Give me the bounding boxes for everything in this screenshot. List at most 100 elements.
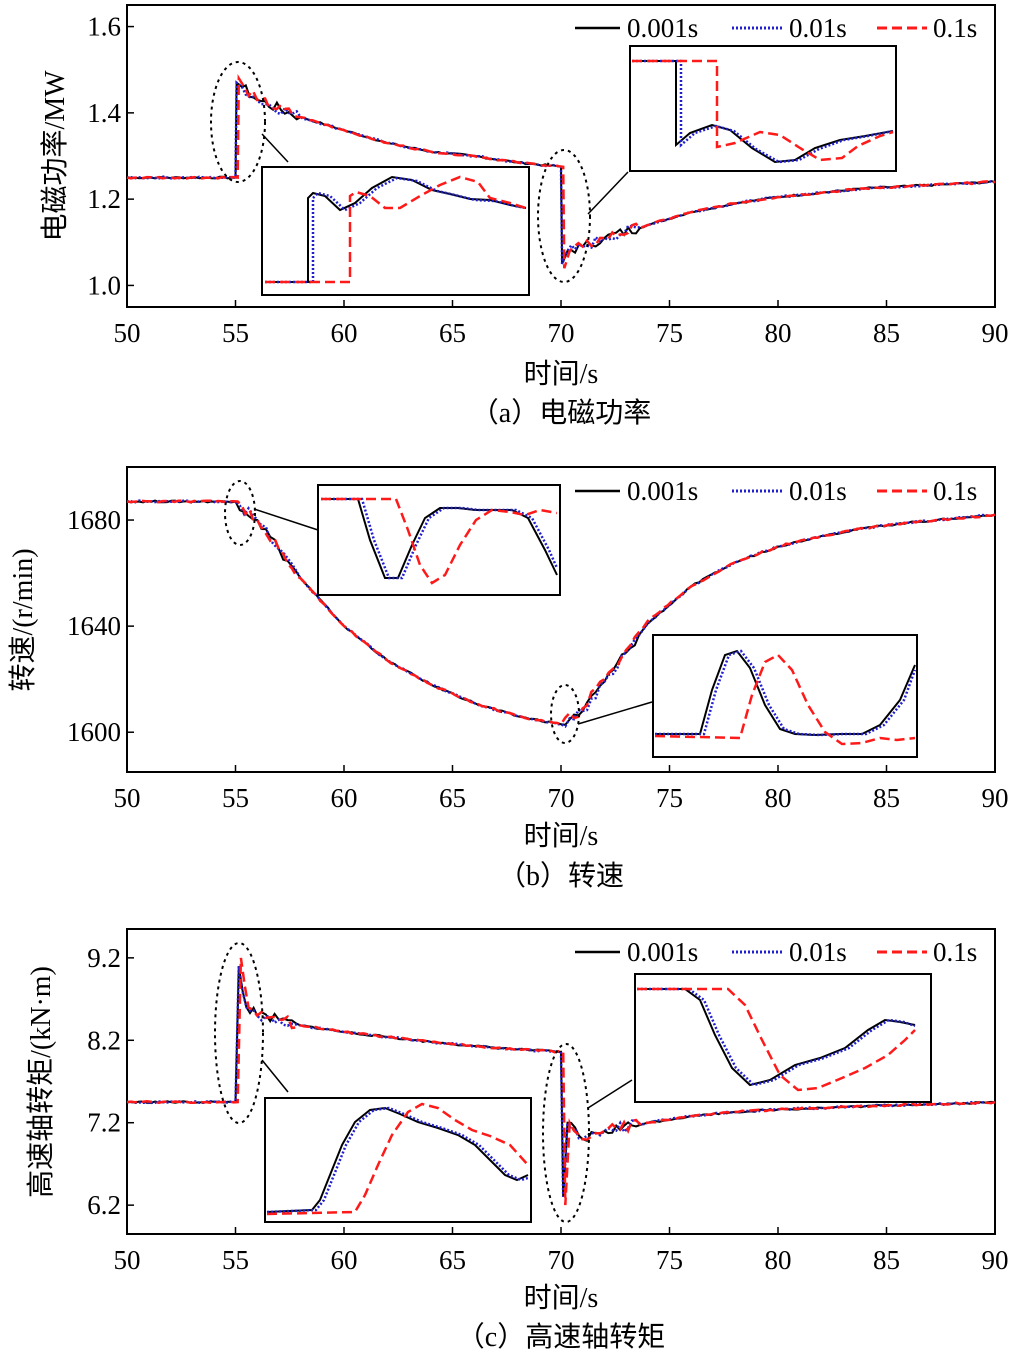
chart-a-caption: （a）电磁功率	[471, 397, 651, 429]
chart-c-ytick-label: 7.2	[87, 1108, 121, 1138]
legend-c-label-0.1s: 0.1s	[933, 937, 977, 967]
chart-c-series-line-0.01s	[126, 965, 996, 1197]
legend-c-label-0.01s: 0.01s	[789, 937, 847, 967]
chart-a-xtick-label: 85	[873, 318, 900, 348]
chart-b-ticks: 50 55 60 65 70 75 80 85 90 1600 1640 1680	[67, 505, 1009, 813]
inset-b1-line-0.1s	[321, 497, 558, 585]
inset-c2-line-0.01s	[637, 987, 916, 1087]
chart-a-ytick-label: 1.0	[87, 270, 121, 300]
chart-a-ticks: 50 55 60 65 70 75 80 85 90 1.0 1.2 1.4 1.6	[87, 12, 1008, 348]
chart-c-xtick-label: 80	[765, 1245, 792, 1275]
chart-b-caption: （b）转速	[498, 860, 624, 892]
chart-a-xlabel: 时间/s	[524, 358, 599, 390]
legend-b-label-0.001s: 0.001s	[627, 476, 698, 506]
chart-b-series-line-0.001s	[126, 499, 996, 726]
chart-c-ytick-label: 8.2	[87, 1025, 121, 1055]
legend-a-label-0.01s: 0.01s	[789, 13, 847, 43]
chart-b-inset-70	[652, 634, 918, 758]
chart-b-ytick-label: 1680	[67, 505, 121, 535]
chart-c-xtick-label: 65	[439, 1245, 466, 1275]
chart-b-xtick-label: 90	[982, 783, 1009, 813]
chart-c-leader-line-1	[261, 1059, 289, 1093]
inset-c2-line-0.001s	[637, 988, 916, 1087]
chart-c-xtick-label: 70	[548, 1245, 575, 1275]
legend-c-label-0.001s: 0.001s	[627, 937, 698, 967]
chart-a-ytick-label: 1.4	[87, 98, 121, 128]
chart-a-xtick-label: 75	[656, 318, 683, 348]
chart-c-highlight-ellipse-55	[214, 942, 264, 1124]
chart-a: 50 55 60 65 70 75 80 85 90 1.0 1.2 1.4 1.6 电磁功率/MW 时…	[39, 4, 1009, 429]
legend-a-label-0.001s: 0.001s	[627, 13, 698, 43]
legend-a-label-0.1s: 0.1s	[933, 13, 977, 43]
chart-c-ytick-label: 6.2	[87, 1190, 121, 1220]
inset-a2-line-0.001s	[632, 60, 894, 164]
chart-a-highlight-ellipse-55	[210, 61, 266, 183]
chart-b-xtick-label: 65	[439, 783, 466, 813]
inset-c1-line-0.001s	[266, 1106, 529, 1213]
chart-b-leader-line-1	[253, 508, 319, 531]
inset-a2-line-0.1s	[632, 59, 894, 162]
chart-a-ylabel: 电磁功率/MW	[39, 70, 71, 242]
chart-b-plot	[126, 499, 996, 729]
chart-a-xtick-label: 55	[222, 318, 249, 348]
chart-a-plot	[126, 73, 996, 269]
chart-c-ticks: 50 55 60 65 70 75 80 85 90 6.2 7.2 8.2 9.2	[87, 943, 1008, 1275]
chart-c-xtick-label: 50	[114, 1245, 141, 1275]
inset-b1-line-0.01s	[321, 497, 559, 580]
chart-c-xtick-label: 60	[331, 1245, 358, 1275]
chart-a-xtick-label: 70	[548, 318, 575, 348]
chart-b-highlight-ellipse-55	[224, 480, 256, 546]
chart-b-xtick-label: 50	[114, 783, 141, 813]
chart-a-ytick-label: 1.6	[87, 12, 121, 42]
chart-b-ytick-label: 1640	[67, 611, 121, 641]
chart-b-highlight-ellipse-70	[550, 684, 580, 744]
chart-a-leader-line-2	[587, 171, 629, 215]
inset-b1-line-0.001s	[321, 498, 558, 579]
chart-b-ylabel: 转速/(r/min)	[7, 548, 39, 691]
chart-c-caption: （c）高速轴转矩	[457, 1321, 665, 1353]
chart-b-xlabel: 时间/s	[524, 820, 599, 852]
chart-b-ytick-label: 1600	[67, 717, 121, 747]
chart-a-ytick-label: 1.2	[87, 184, 121, 214]
chart-b-xtick-label: 75	[656, 783, 683, 813]
chart-c-ytick-label: 9.2	[87, 943, 121, 973]
chart-b-xtick-label: 55	[222, 783, 249, 813]
chart-b-leader-line-2	[577, 701, 653, 725]
chart-c-highlight-ellipse-70	[542, 1043, 590, 1223]
chart-b-inset-55	[317, 484, 561, 596]
chart-c-xtick-label: 85	[873, 1245, 900, 1275]
chart-c-inset-55	[264, 1097, 532, 1223]
chart-c: 50 55 60 65 70 75 80 85 90 6.2 7.2 8.2 9.2 高速轴转矩/(kN…	[25, 928, 1009, 1353]
inset-b2-line-0.1s	[654, 653, 916, 746]
chart-c-xtick-label: 75	[656, 1245, 683, 1275]
chart-b-legend: 0.001s 0.01s 0.1s	[575, 476, 977, 506]
chart-a-leader-line-1	[261, 133, 289, 163]
inset-a1-line-0.1s	[265, 175, 527, 284]
chart-b-xtick-label: 85	[873, 783, 900, 813]
chart-a-inset-55	[261, 166, 530, 296]
chart-b: 50 55 60 65 70 75 80 85 90 1600 1640 1680 转速/(r/min…	[7, 466, 1009, 892]
chart-a-xtick-label: 50	[114, 318, 141, 348]
chart-c-inset-70	[634, 973, 932, 1103]
chart-b-xtick-label: 70	[548, 783, 575, 813]
chart-c-xtick-label: 90	[982, 1245, 1009, 1275]
chart-a-xtick-label: 80	[765, 318, 792, 348]
chart-a-highlight-ellipse-70	[537, 149, 591, 283]
chart-b-xtick-label: 80	[765, 783, 792, 813]
chart-b-xtick-label: 60	[331, 783, 358, 813]
chart-a-xtick-label: 90	[982, 318, 1009, 348]
legend-b-label-0.1s: 0.1s	[933, 476, 977, 506]
chart-c-ylabel: 高速轴转矩/(kN·m)	[25, 966, 57, 1198]
chart-a-xtick-label: 60	[331, 318, 358, 348]
inset-c1-line-0.1s	[266, 1102, 529, 1216]
chart-b-series-line-0.1s	[126, 499, 996, 726]
chart-c-legend: 0.001s 0.01s 0.1s	[575, 937, 977, 967]
legend-b-label-0.01s: 0.01s	[789, 476, 847, 506]
chart-a-inset-70	[629, 45, 897, 172]
chart-c-xlabel: 时间/s	[524, 1282, 599, 1314]
chart-a-series-line-0.1s	[126, 73, 996, 269]
inset-b2-line-0.001s	[655, 649, 916, 737]
inset-c2-line-0.1s	[637, 987, 916, 1092]
chart-c-leader-line-2	[587, 1079, 633, 1109]
